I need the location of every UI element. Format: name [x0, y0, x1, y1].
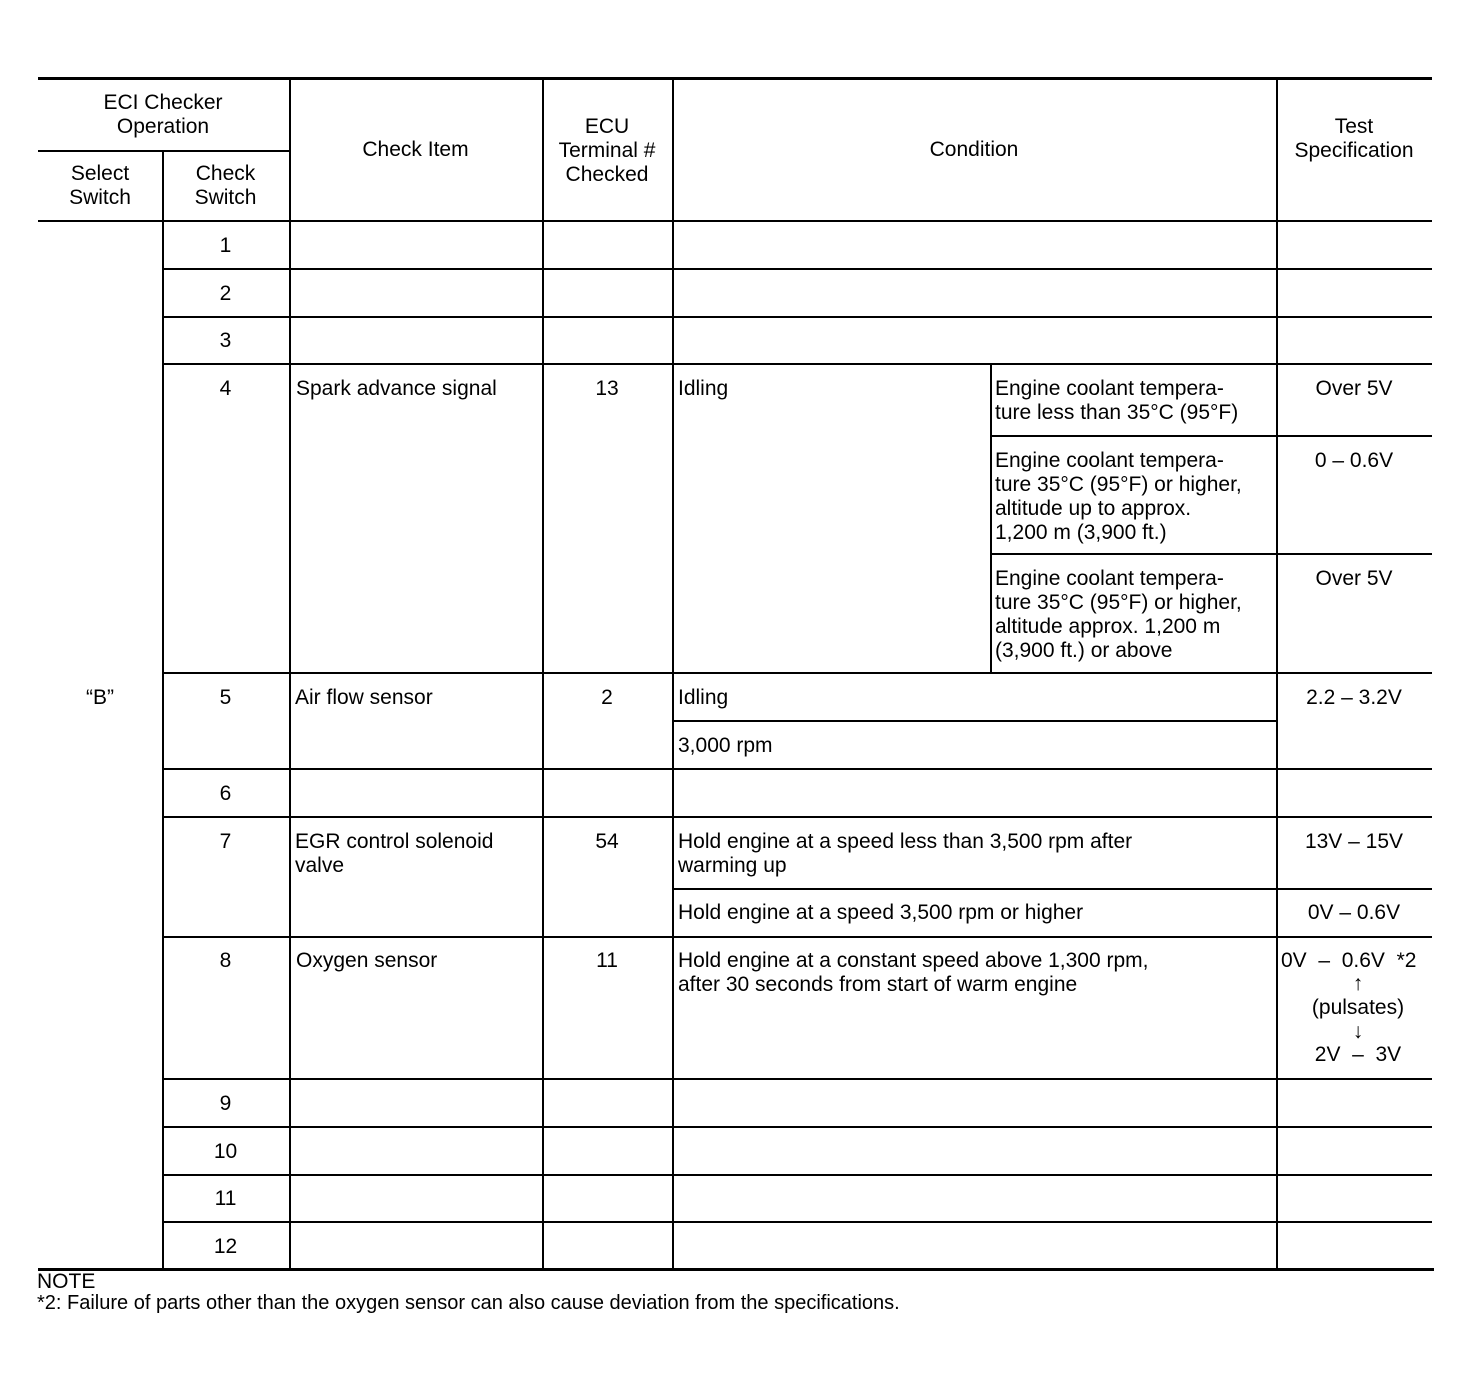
- condition-text: Hold engine at a speed less than 3,500 r…: [678, 830, 1133, 877]
- condition-text: 3,000 rpm: [678, 734, 773, 757]
- test-spec: 2V – 3V: [1314, 1043, 1402, 1066]
- sub-condition-text: Engine coolant tempera- ture less than 3…: [995, 377, 1239, 424]
- check-switch-number: 1: [219, 234, 232, 257]
- header-eci-checker-operation: ECI Checker Operation: [103, 91, 223, 138]
- check-switch-number: 4: [219, 377, 232, 400]
- ecu-terminal: 13: [595, 377, 619, 400]
- condition-text: Idling: [678, 377, 729, 400]
- v-rule: [162, 150, 164, 1269]
- h-rule: [162, 1126, 1432, 1128]
- header-check-item: Check Item: [362, 138, 469, 161]
- h-rule: [990, 435, 1432, 437]
- v-rule: [1276, 77, 1278, 1269]
- check-switch-number: 10: [213, 1140, 238, 1163]
- note-text: *2: Failure of parts other than the oxyg…: [37, 1292, 900, 1314]
- test-spec: 13V – 15V: [1304, 830, 1404, 853]
- h-rule: [162, 363, 1432, 365]
- v-rule: [990, 363, 992, 672]
- check-switch-number: 11: [214, 1187, 237, 1210]
- h-rule: [38, 77, 1432, 80]
- v-rule: [289, 77, 291, 1269]
- h-rule: [162, 672, 1432, 674]
- h-rule: [672, 720, 1276, 722]
- h-rule: [162, 268, 1432, 270]
- header-condition: Condition: [929, 138, 1019, 161]
- check-switch-number: 7: [219, 830, 232, 853]
- test-spec: 0V – 0.6V *2: [1281, 949, 1417, 972]
- h-rule: [162, 816, 1432, 818]
- check-switch-number: 6: [219, 782, 232, 805]
- sub-condition-text: Engine coolant tempera- ture 35°C (95°F)…: [995, 449, 1242, 544]
- condition-text: Hold engine at a speed 3,500 rpm or high…: [678, 901, 1084, 924]
- arrow-down-icon: ↓: [1352, 1020, 1364, 1043]
- test-spec: Over 5V: [1315, 377, 1393, 400]
- ecu-terminal: 11: [596, 949, 618, 972]
- h-rule: [162, 1221, 1432, 1223]
- test-spec: (pulsates): [1311, 996, 1405, 1019]
- header-select-switch: Select Switch: [69, 162, 131, 209]
- check-item-egr: EGR control solenoid valve: [295, 830, 494, 877]
- check-item-spark-advance: Spark advance signal: [296, 377, 497, 400]
- condition-text: Hold engine at a constant speed above 1,…: [678, 949, 1149, 996]
- ecu-terminal: 2: [601, 686, 613, 709]
- h-rule: [38, 1268, 1434, 1271]
- h-rule: [38, 220, 1432, 222]
- check-switch-number: 5: [219, 686, 232, 709]
- test-spec: 0V – 0.6V: [1307, 901, 1401, 924]
- h-rule: [162, 1078, 1432, 1080]
- test-spec: 0 – 0.6V: [1314, 449, 1394, 472]
- check-switch-number: 2: [219, 282, 232, 305]
- check-item-air-flow: Air flow sensor: [295, 686, 433, 709]
- header-ecu-terminal: ECU Terminal # Checked: [558, 115, 656, 186]
- ecu-terminal: 54: [595, 830, 619, 853]
- test-spec: Over 5V: [1315, 567, 1393, 590]
- h-rule: [162, 936, 1432, 938]
- header-check-switch: Check Switch: [194, 162, 257, 209]
- test-spec: 2.2 – 3.2V: [1306, 686, 1402, 709]
- h-rule: [162, 1174, 1432, 1176]
- check-switch-number: 9: [219, 1092, 232, 1115]
- check-switch-number: 3: [219, 329, 232, 352]
- check-item-oxygen: Oxygen sensor: [296, 949, 438, 972]
- h-rule: [162, 768, 1432, 770]
- check-switch-number: 12: [213, 1235, 238, 1258]
- h-rule: [162, 316, 1432, 318]
- v-rule: [672, 77, 674, 1269]
- sub-condition-text: Engine coolant tempera- ture 35°C (95°F)…: [995, 567, 1242, 662]
- check-switch-number: 8: [219, 949, 232, 972]
- h-rule: [990, 553, 1432, 555]
- v-rule: [542, 77, 544, 1269]
- arrow-up-icon: ↑: [1352, 972, 1364, 995]
- header-test-specification: Test Specification: [1294, 115, 1414, 162]
- select-switch-value: “B”: [86, 686, 114, 709]
- condition-text: Idling: [678, 686, 729, 709]
- note-title: NOTE: [37, 1270, 96, 1293]
- h-rule: [672, 888, 1432, 890]
